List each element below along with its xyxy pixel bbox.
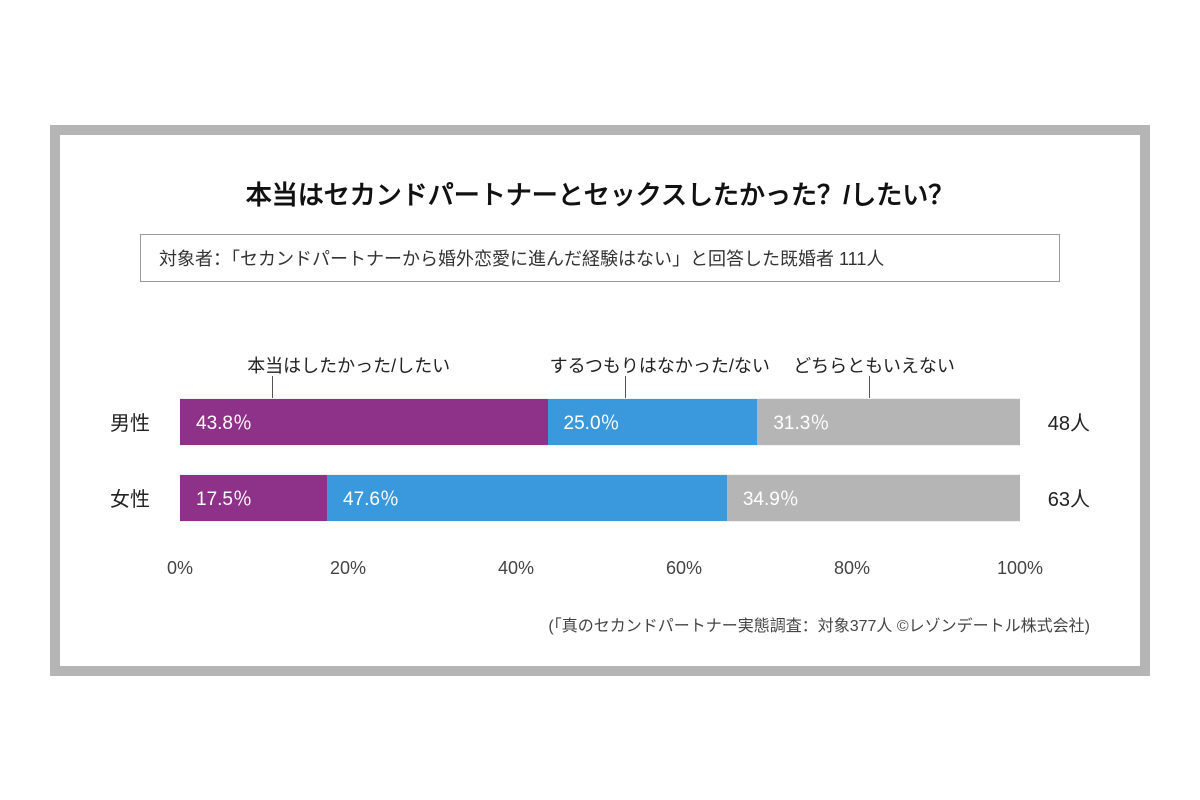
bar-row: 女性17.5％47.6％34.9％63人 [180,474,1020,522]
bar-segment: 31.3％ [757,399,1020,445]
stacked-bar: 43.8％25.0％31.3％ [180,398,1020,446]
chart-area: 本当はしたかった/したい するつもりはなかった/ないどちらともいえない 男性43.… [110,352,1090,586]
chart-subtitle-box: 対象者：「セカンドパートナーから婚外恋愛に進んだ経験はない」と回答した既婚者 1… [140,234,1060,282]
bar-segment: 43.8％ [180,399,548,445]
axis-tick: 20% [330,558,366,579]
segment-label-tick [869,376,870,398]
bars-container: 男性43.8％25.0％31.3％48人女性17.5％47.6％34.9％63人 [180,398,1020,522]
segment-labels-row: 本当はしたかった/したい するつもりはなかった/ないどちらともいえない [180,352,1020,392]
axis-tick: 40% [498,558,534,579]
stacked-bar: 17.5％47.6％34.9％ [180,474,1020,522]
axis-tick: 0% [167,558,193,579]
segment-label-tick [272,376,273,398]
chart-subtitle: 対象者：「セカンドパートナーから婚外恋愛に進んだ経験はない」と回答した既婚者 1… [159,249,884,269]
axis-tick: 80% [834,558,870,579]
x-axis: 0%20%40%60%80%100% [180,550,1020,586]
segment-label-tick [625,376,626,398]
chart-title: 本当はセカンドパートナーとセックスしたかった？/したい？ [110,175,1090,212]
axis-tick: 60% [666,558,702,579]
bar-segment: 47.6％ [327,475,727,521]
segment-label: どちらともいえない [793,352,955,378]
row-label: 女性 [110,483,180,512]
segment-label: するつもりはなかった/ない [550,352,770,378]
row-total: 48人 [1020,407,1090,436]
chart-source: (「真のセカンドパートナー実態調査：対象377人 ©レゾンデートル株式会社) [110,612,1090,636]
bar-segment: 17.5％ [180,475,327,521]
row-label: 男性 [110,407,180,436]
segment-label: 本当はしたかった/したい [247,352,450,378]
bar-segment: 34.9％ [727,475,1020,521]
chart-frame: 本当はセカンドパートナーとセックスしたかった？/したい？ 対象者：「セカンドパー… [50,125,1150,676]
bar-segment: 25.0％ [548,399,758,445]
axis-tick: 100% [997,558,1043,579]
row-total: 63人 [1020,483,1090,512]
bar-row: 男性43.8％25.0％31.3％48人 [180,398,1020,446]
